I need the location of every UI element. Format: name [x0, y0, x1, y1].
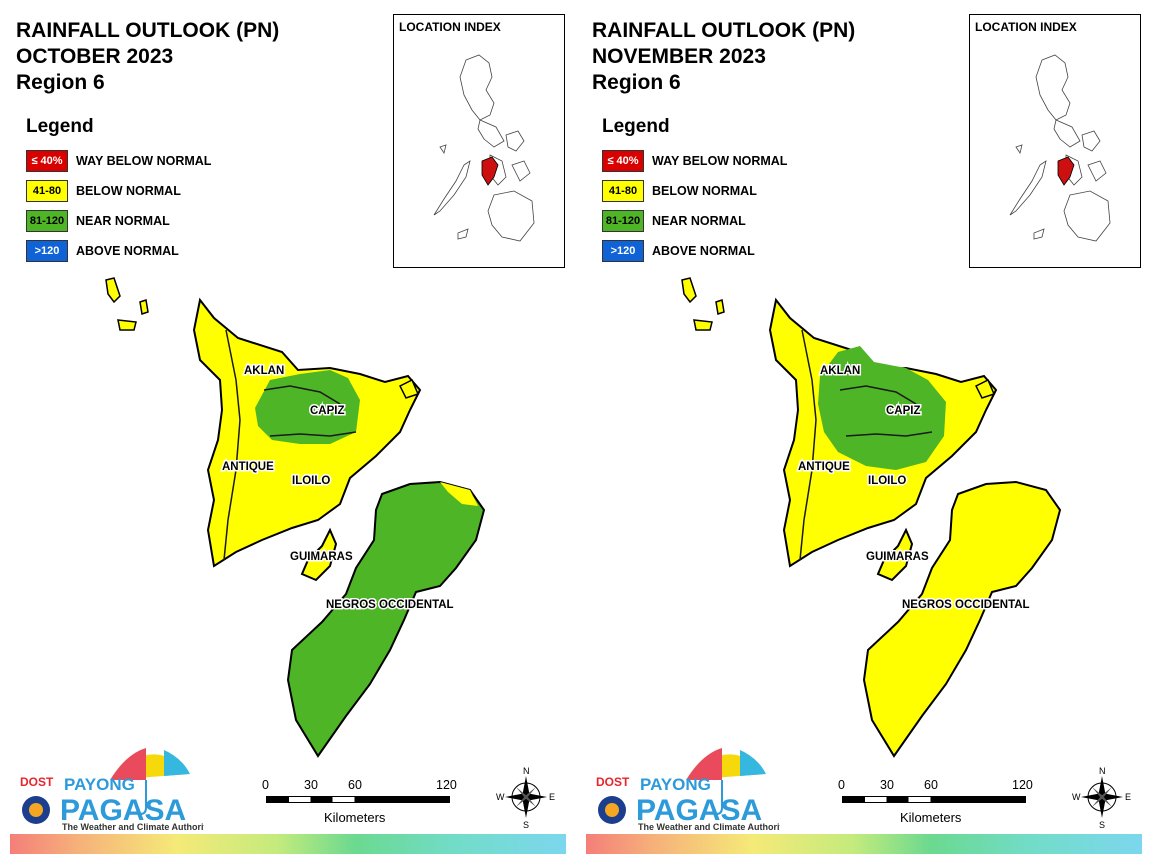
legend-label: BELOW NORMAL [76, 184, 181, 198]
scale-unit: Kilometers [900, 810, 962, 825]
location-index-title: LOCATION INDEX [975, 20, 1077, 34]
legend-label: WAY BELOW NORMAL [652, 154, 788, 168]
philippines-inset-map [433, 54, 535, 242]
legend-row-below: 41-80 BELOW NORMAL [602, 176, 787, 206]
legend-title: Legend [602, 116, 670, 137]
legend-swatch: 41-80 [602, 180, 644, 202]
compass-n: N [1099, 766, 1106, 776]
logo-tagline: The Weather and Climate Authority [638, 822, 780, 832]
logo-pagasa: PAGASA [636, 794, 762, 827]
legend-label: ABOVE NORMAL [76, 244, 179, 258]
legend-label: ABOVE NORMAL [652, 244, 755, 258]
title-line-3: Region 6 [16, 71, 105, 94]
logo-payong: PAYONG [640, 775, 711, 794]
location-index-title: LOCATION INDEX [399, 20, 501, 34]
compass-rose: N S E W [1072, 764, 1132, 830]
scale-bar-graphic [842, 796, 1026, 803]
location-index: LOCATION INDEX [969, 14, 1141, 268]
compass-n: N [523, 766, 530, 776]
compass-icon: N S E W [496, 766, 555, 830]
scale-tick: 0 [262, 778, 269, 792]
title-line-1: RAINFALL OUTLOOK (PN) [592, 19, 856, 42]
title-line-3: Region 6 [592, 71, 681, 94]
scale-tick: 0 [838, 778, 845, 792]
map-panel-november: RAINFALL OUTLOOK (PN) NOVEMBER 2023 Regi… [576, 0, 1152, 864]
legend-row-way-below: ≤ 40% WAY BELOW NORMAL [26, 146, 211, 176]
footer-gradient-bar [586, 834, 1142, 854]
logo-payong: PAYONG [64, 775, 135, 794]
logo-tagline: The Weather and Climate Authority [62, 822, 204, 832]
province-label-aklan: AKLAN [244, 365, 284, 377]
map-title: RAINFALL OUTLOOK (PN) OCTOBER 2023 Regio… [16, 18, 279, 96]
region-6-map: AKLAN CAPIZ ANTIQUE ILOILO GUIMARAS NEGR… [105, 277, 486, 758]
compass-e: E [549, 792, 555, 802]
scale-tick: 30 [880, 778, 894, 792]
province-label-capiz: CAPIZ [310, 405, 345, 417]
legend-row-way-below: ≤ 40% WAY BELOW NORMAL [602, 146, 787, 176]
province-label-negros-occidental: NEGROS OCCIDENTAL [326, 599, 454, 611]
scale-tick: 60 [348, 778, 362, 792]
province-label-aklan: AKLAN [820, 365, 860, 377]
location-index: LOCATION INDEX [393, 14, 565, 268]
legend-swatch: 81-120 [26, 210, 68, 232]
province-label-iloilo: ILOILO [292, 475, 330, 487]
province-label-antique: ANTIQUE [222, 461, 274, 473]
scale-unit: Kilometers [324, 810, 386, 825]
compass-rose: N S E W [496, 764, 556, 830]
title-line-1: RAINFALL OUTLOOK (PN) [16, 19, 280, 42]
map-title: RAINFALL OUTLOOK (PN) NOVEMBER 2023 Regi… [592, 18, 855, 96]
logo-dost: DOST [20, 775, 54, 789]
logo-pagasa: PAGASA [60, 794, 186, 827]
region-6-map: AKLAN CAPIZ ANTIQUE ILOILO GUIMARAS NEGR… [681, 277, 1062, 758]
title-line-2: OCTOBER 2023 [16, 45, 174, 68]
footer-gradient-bar [10, 834, 566, 854]
compass-e: E [1125, 792, 1131, 802]
map-panel-october: RAINFALL OUTLOOK (PN) OCTOBER 2023 Regio… [10, 14, 566, 854]
legend-label: WAY BELOW NORMAL [76, 154, 212, 168]
legend: Legend ≤ 40% WAY BELOW NORMAL 41-80 BELO… [602, 116, 787, 266]
legend-label: NEAR NORMAL [76, 214, 170, 228]
region-6-highlight [1057, 156, 1075, 186]
province-label-negros-occidental: NEGROS OCCIDENTAL [902, 599, 1030, 611]
province-label-guimaras: GUIMARAS [290, 551, 353, 563]
province-label-capiz: CAPIZ [886, 405, 921, 417]
legend-row-near: 81-120 NEAR NORMAL [602, 206, 787, 236]
legend-title: Legend [26, 116, 94, 137]
scale-tick: 30 [304, 778, 318, 792]
legend-label: NEAR NORMAL [652, 214, 746, 228]
province-label-antique: ANTIQUE [798, 461, 850, 473]
legend-row-below: 41-80 BELOW NORMAL [26, 176, 211, 206]
legend-swatch: >120 [26, 240, 68, 262]
compass-icon: N S E W [1072, 766, 1131, 830]
scale-tick: 120 [1012, 778, 1033, 792]
philippines-inset-map [1009, 54, 1111, 242]
legend-swatch: ≤ 40% [26, 150, 68, 172]
legend-label: BELOW NORMAL [652, 184, 757, 198]
compass-w: W [1072, 792, 1081, 802]
region-6-highlight [481, 156, 499, 186]
legend-row-above: >120 ABOVE NORMAL [602, 236, 787, 266]
scale-tick: 60 [924, 778, 938, 792]
legend-swatch: ≤ 40% [602, 150, 644, 172]
legend-row-above: >120 ABOVE NORMAL [26, 236, 211, 266]
compass-w: W [496, 792, 505, 802]
logo-dost: DOST [596, 775, 630, 789]
legend-row-near: 81-120 NEAR NORMAL [26, 206, 211, 236]
legend-swatch: 81-120 [602, 210, 644, 232]
legend-swatch: 41-80 [26, 180, 68, 202]
title-line-2: NOVEMBER 2023 [592, 45, 766, 68]
scale-bar: 0 30 60 120 Kilometers [262, 778, 462, 828]
compass-s: S [1099, 820, 1105, 830]
legend: Legend ≤ 40% WAY BELOW NORMAL 41-80 BELO… [26, 116, 211, 266]
compass-s: S [523, 820, 529, 830]
scale-tick: 120 [436, 778, 457, 792]
scale-bar-graphic [266, 796, 450, 803]
province-label-guimaras: GUIMARAS [866, 551, 929, 563]
pagasa-logo: DOST PAYONG PAGASA The Weather and Clima… [596, 748, 780, 832]
scale-bar: 0 30 60 120 Kilometers [838, 778, 1038, 828]
province-label-iloilo: ILOILO [868, 475, 906, 487]
pagasa-logo: DOST PAYONG PAGASA The Weather and Clima… [20, 748, 204, 832]
legend-swatch: >120 [602, 240, 644, 262]
